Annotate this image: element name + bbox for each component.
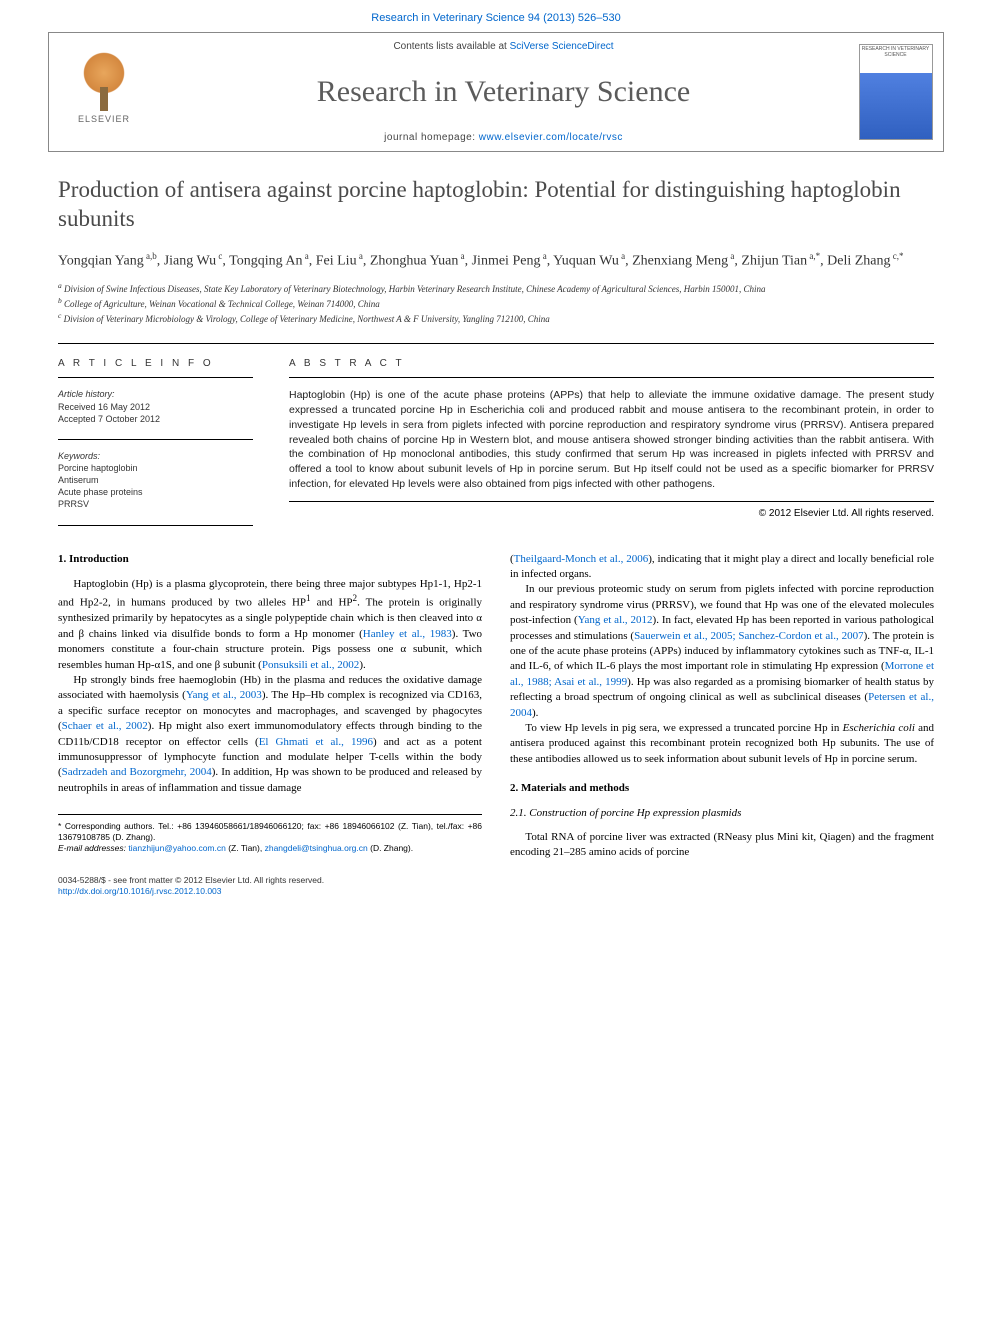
keyword: PRRSV (58, 498, 253, 510)
cover-title-text: RESEARCH IN VETERINARY SCIENCE (862, 47, 930, 58)
intro-para-4: To view Hp levels in pig sera, we expres… (510, 721, 934, 767)
article-history: Article history: Received 16 May 2012 Ac… (58, 388, 253, 424)
section-2-heading: 2. Materials and methods (510, 781, 934, 796)
journal-cover-box: RESEARCH IN VETERINARY SCIENCE (848, 33, 943, 151)
elsevier-logo-icon: ELSEVIER (69, 52, 139, 132)
masthead-center: Contents lists available at SciVerse Sci… (159, 33, 848, 151)
divider (58, 439, 253, 440)
affiliation-a: a Division of Swine Infectious Diseases,… (58, 281, 934, 295)
front-matter-line: 0034-5288/$ - see front matter © 2012 El… (58, 875, 934, 886)
corresponding-authors: * Corresponding authors. Tel.: +86 13946… (58, 821, 482, 843)
intro-para-1: Haptoglobin (Hp) is a plasma glycoprotei… (58, 577, 482, 673)
keywords-label: Keywords: (58, 450, 253, 462)
keyword: Acute phase proteins (58, 486, 253, 498)
publisher-logo-box: ELSEVIER (49, 33, 159, 151)
doi-link[interactable]: http://dx.doi.org/10.1016/j.rvsc.2012.10… (58, 886, 222, 896)
authors-line: Yongqian Yang a,b, Jiang Wu c, Tongqing … (58, 250, 934, 272)
abstract-text: Haptoglobin (Hp) is one of the acute pha… (289, 388, 934, 502)
column-left: 1. Introduction Haptoglobin (Hp) is a pl… (58, 552, 482, 861)
article-meta-row: A R T I C L E I N F O Article history: R… (58, 343, 934, 525)
keyword: Antiserum (58, 474, 253, 486)
article-info-heading: A R T I C L E I N F O (58, 358, 253, 378)
intro-para-2: Hp strongly binds free haemoglobin (Hb) … (58, 673, 482, 796)
history-label: Article history: (58, 388, 253, 400)
homepage-link[interactable]: www.elsevier.com/locate/rvsc (479, 132, 623, 143)
section-1-heading: 1. Introduction (58, 552, 482, 567)
page-footer: 0034-5288/$ - see front matter © 2012 El… (58, 875, 934, 897)
divider (58, 525, 253, 526)
citation-link[interactable]: Sadrzadeh and Bozorgmehr, 2004 (62, 766, 212, 778)
citation-link[interactable]: Hanley et al., 1983 (363, 628, 452, 640)
abstract-copyright: © 2012 Elsevier Ltd. All rights reserved… (289, 508, 934, 519)
methods-para-1: Total RNA of porcine liver was extracted… (510, 830, 934, 861)
homepage-line: journal homepage: www.elsevier.com/locat… (159, 132, 848, 143)
email-link[interactable]: zhangdeli@tsinghua.org.cn (265, 843, 368, 853)
citation-link[interactable]: Yang et al., 2012 (578, 614, 653, 626)
citation-link[interactable]: Sauerwein et al., 2005; Sanchez-Cordon e… (634, 630, 864, 642)
keywords-block: Keywords: Porcine haptoglobin Antiserum … (58, 450, 253, 511)
affiliation-c: c Division of Veterinary Microbiology & … (58, 311, 934, 325)
article-title: Production of antisera against porcine h… (58, 176, 934, 234)
abstract-heading: A B S T R A C T (289, 358, 934, 378)
intro-para-3: In our previous proteomic study on serum… (510, 582, 934, 721)
accepted-date: Accepted 7 October 2012 (58, 413, 253, 425)
sciencedirect-link[interactable]: SciVerse ScienceDirect (510, 41, 614, 52)
citation-link[interactable]: Schaer et al., 2002 (62, 720, 148, 732)
citation-link[interactable]: El Ghmati et al., 1996 (259, 736, 373, 748)
section-2-1-heading: 2.1. Construction of porcine Hp expressi… (510, 806, 934, 821)
affiliations: a Division of Swine Infectious Diseases,… (58, 281, 934, 325)
contents-available-line: Contents lists available at SciVerse Sci… (159, 41, 848, 52)
masthead: ELSEVIER Contents lists available at Sci… (48, 32, 944, 152)
running-head: Research in Veterinary Science 94 (2013)… (0, 0, 992, 32)
corresponding-footnote: * Corresponding authors. Tel.: +86 13946… (58, 814, 482, 854)
received-date: Received 16 May 2012 (58, 401, 253, 413)
journal-name: Research in Veterinary Science (159, 75, 848, 109)
affiliation-b: b College of Agriculture, Weinan Vocatio… (58, 296, 934, 310)
homepage-prefix: journal homepage: (384, 132, 479, 143)
contents-prefix: Contents lists available at (393, 41, 509, 52)
keyword: Porcine haptoglobin (58, 462, 253, 474)
citation-link[interactable]: Theilgaard-Monch et al., 2006 (514, 553, 649, 565)
column-right: (Theilgaard-Monch et al., 2006), indicat… (510, 552, 934, 861)
abstract-column: A B S T R A C T Haptoglobin (Hp) is one … (289, 358, 934, 525)
citation-link[interactable]: Yang et al., 2003 (186, 689, 262, 701)
publisher-name: ELSEVIER (69, 114, 139, 124)
email-line: E-mail addresses: tianzhijun@yahoo.com.c… (58, 843, 482, 854)
journal-cover-icon: RESEARCH IN VETERINARY SCIENCE (859, 44, 933, 140)
email-link[interactable]: tianzhijun@yahoo.com.cn (128, 843, 225, 853)
citation-link[interactable]: Ponsuksili et al., 2002 (262, 659, 359, 671)
intro-para-2-cont: (Theilgaard-Monch et al., 2006), indicat… (510, 552, 934, 583)
body-columns: 1. Introduction Haptoglobin (Hp) is a pl… (58, 552, 934, 861)
article-info-column: A R T I C L E I N F O Article history: R… (58, 358, 253, 525)
